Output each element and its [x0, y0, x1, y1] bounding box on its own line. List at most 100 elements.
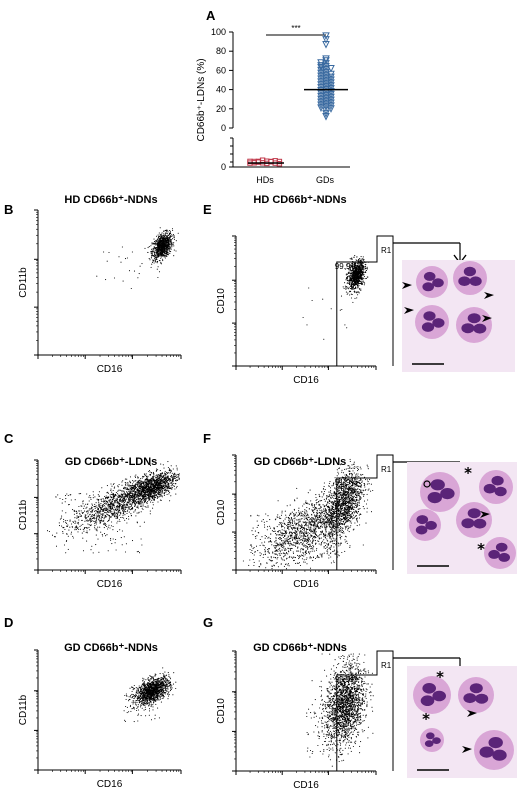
event-dot — [109, 494, 111, 496]
event-dot — [129, 485, 131, 488]
event-dot — [152, 260, 154, 262]
event-dot — [155, 487, 157, 489]
event-dot — [160, 487, 162, 489]
event-dot — [352, 275, 354, 277]
event-dot — [359, 280, 361, 282]
event-dot — [85, 520, 87, 522]
event-dot — [149, 498, 151, 500]
event-dot — [364, 278, 366, 280]
event-dot — [88, 500, 90, 502]
event-dot — [155, 488, 157, 490]
event-dot — [131, 251, 133, 253]
event-dot — [166, 255, 168, 257]
event-dot — [355, 280, 357, 282]
event-dot — [166, 486, 168, 488]
event-dot — [122, 503, 125, 505]
event-dot — [361, 267, 363, 269]
event-dot — [102, 513, 104, 515]
event-dot — [107, 511, 109, 513]
event-dot — [98, 498, 100, 501]
event-dot — [124, 511, 127, 513]
event-dot — [153, 499, 155, 501]
event-dot — [115, 492, 117, 494]
event-dot — [152, 501, 154, 503]
event-dot — [94, 507, 96, 510]
gate-label: R1 — [381, 246, 392, 255]
event-dot — [157, 482, 159, 485]
event-dot — [357, 279, 359, 281]
event-dot — [140, 538, 142, 540]
event-dot — [139, 485, 141, 487]
event-dot — [340, 295, 343, 297]
event-dot — [142, 476, 145, 478]
event-dot — [160, 245, 162, 247]
event-dot — [69, 526, 71, 528]
event-dot — [156, 478, 158, 480]
event-dot — [76, 517, 78, 519]
event-dot — [166, 244, 168, 246]
event-dot — [166, 237, 168, 239]
event-dot — [362, 274, 364, 276]
event-dot — [355, 287, 357, 289]
event-dot — [165, 491, 167, 493]
event-dot — [62, 526, 64, 528]
event-dot — [157, 488, 159, 490]
event-dot — [153, 251, 155, 253]
event-dot — [68, 529, 70, 531]
event-dot — [95, 529, 97, 531]
event-dot — [168, 241, 170, 243]
event-dot — [356, 256, 358, 258]
event-dot — [140, 505, 142, 507]
event-dot — [139, 495, 141, 497]
event-dot — [151, 243, 153, 245]
event-dot — [361, 268, 363, 271]
event-dot — [155, 491, 157, 493]
event-dot — [341, 529, 343, 531]
event-dot — [133, 270, 136, 272]
event-dot — [121, 507, 123, 509]
event-dot — [111, 493, 113, 495]
event-dot — [359, 280, 362, 282]
event-dot — [137, 505, 139, 507]
event-dot — [174, 473, 176, 476]
event-dot — [128, 511, 130, 513]
event-dot — [169, 251, 171, 253]
event-dot — [102, 535, 104, 537]
event-dot — [89, 529, 91, 531]
event-dot — [145, 506, 147, 508]
event-dot — [165, 486, 167, 488]
event-dot — [107, 491, 109, 493]
event-dot — [159, 245, 161, 248]
event-dot — [128, 515, 130, 517]
event-dot — [174, 472, 176, 474]
event-dot — [171, 487, 173, 489]
event-dot — [136, 481, 138, 484]
event-dot — [121, 516, 123, 518]
event-dot — [148, 479, 150, 481]
event-dot — [166, 242, 168, 244]
event-dot — [167, 475, 169, 477]
event-dot — [126, 512, 128, 514]
event-dot — [155, 254, 157, 256]
event-dot — [99, 520, 101, 522]
event-dot — [142, 505, 144, 507]
event-dot — [123, 486, 126, 488]
event-dot — [349, 282, 351, 284]
event-dot — [163, 482, 165, 484]
event-dot — [106, 509, 108, 511]
event-dot — [160, 491, 162, 493]
event-dot — [178, 473, 180, 475]
event-dot — [111, 508, 113, 510]
event-dot — [337, 521, 340, 523]
event-dot — [141, 263, 143, 265]
event-dot — [346, 287, 348, 289]
event-dot — [150, 250, 152, 252]
event-dot — [144, 491, 146, 493]
event-dot — [357, 271, 360, 273]
event-dot — [349, 474, 351, 476]
event-dot — [163, 249, 165, 252]
event-dot — [89, 518, 91, 520]
event-dot — [139, 525, 141, 527]
event-dot — [123, 517, 125, 519]
